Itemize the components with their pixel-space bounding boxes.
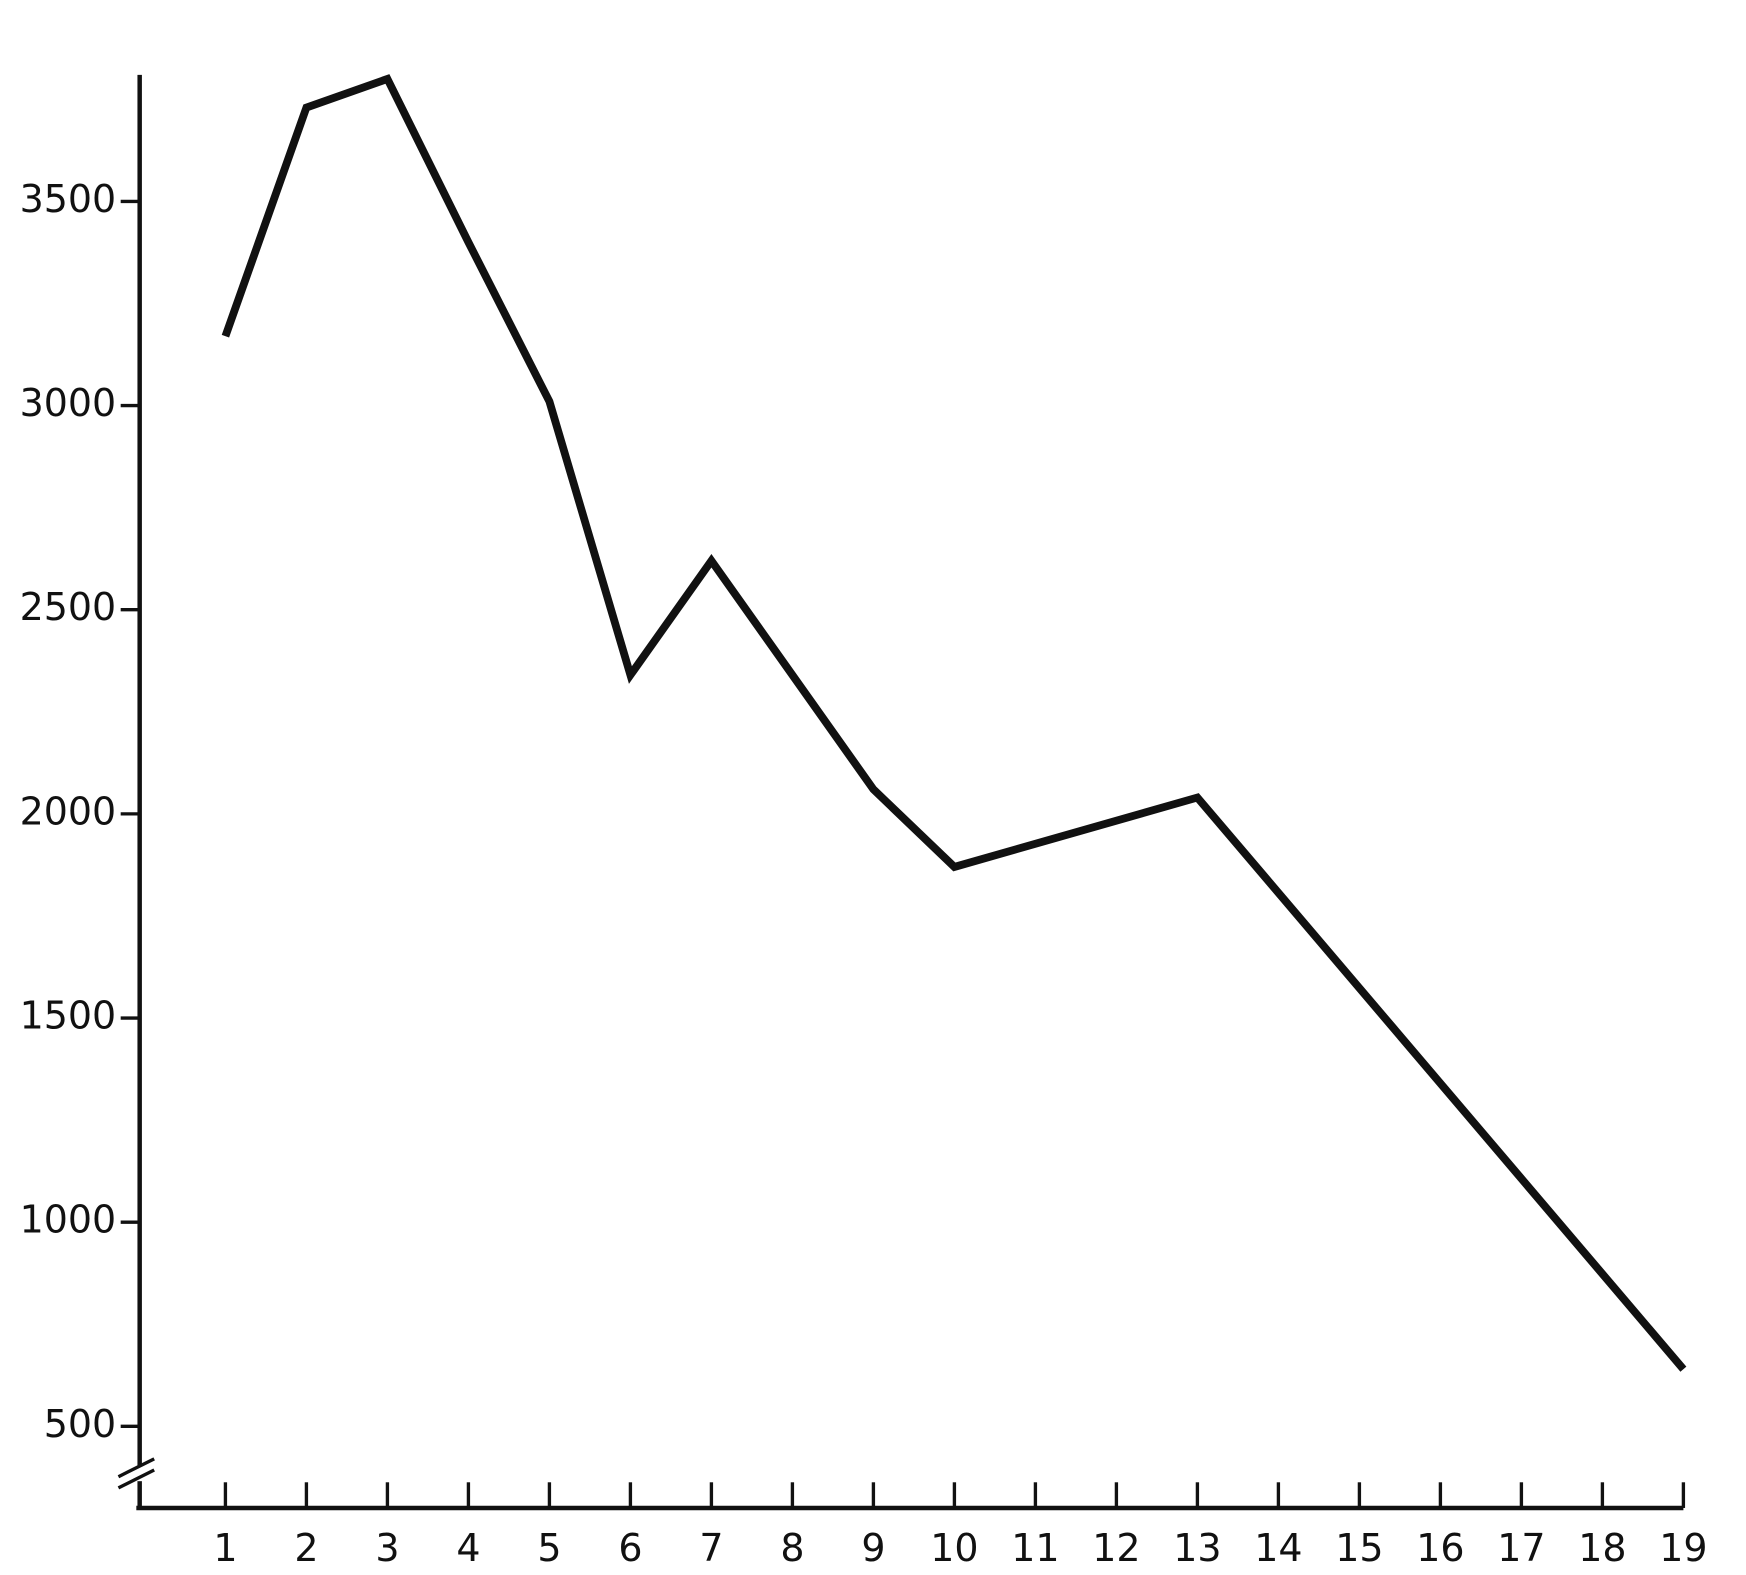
x-tick-label: 6 (618, 1526, 642, 1570)
x-tick-label: 14 (1254, 1526, 1302, 1570)
axis-break (117, 1468, 155, 1490)
axis-break (117, 1457, 155, 1479)
x-tick-label: 5 (537, 1526, 561, 1570)
data-line (221, 74, 1687, 1372)
x-tick-label: 18 (1578, 1526, 1626, 1570)
x-tick-label: 15 (1335, 1526, 1383, 1570)
y-tick-label: 3500 (20, 177, 117, 221)
x-tick-label: 1 (213, 1526, 237, 1570)
x-tick-label: 11 (1011, 1526, 1059, 1570)
y-tick-label: 1000 (20, 1198, 117, 1242)
x-tick-label: 10 (930, 1526, 978, 1570)
y-tick-label: 2500 (20, 585, 117, 629)
x-tick-label: 12 (1092, 1526, 1140, 1570)
x-tick-label: 13 (1173, 1526, 1221, 1570)
x-tick-label: 16 (1416, 1526, 1464, 1570)
x-tick-label: 3 (375, 1526, 399, 1570)
y-tick-label: 2000 (20, 789, 117, 833)
y-tick-label: 500 (44, 1402, 116, 1446)
x-tick-label: 9 (861, 1526, 885, 1570)
y-tick-label: 1500 (20, 994, 117, 1038)
x-tick-label: 4 (456, 1526, 480, 1570)
x-tick-label: 2 (294, 1526, 318, 1570)
x-tick-label: 19 (1659, 1526, 1707, 1570)
x-tick-label: 8 (780, 1526, 804, 1570)
x-tick-label: 17 (1497, 1526, 1545, 1570)
x-tick-label: 7 (699, 1526, 723, 1570)
y-tick-label: 3000 (20, 381, 117, 425)
